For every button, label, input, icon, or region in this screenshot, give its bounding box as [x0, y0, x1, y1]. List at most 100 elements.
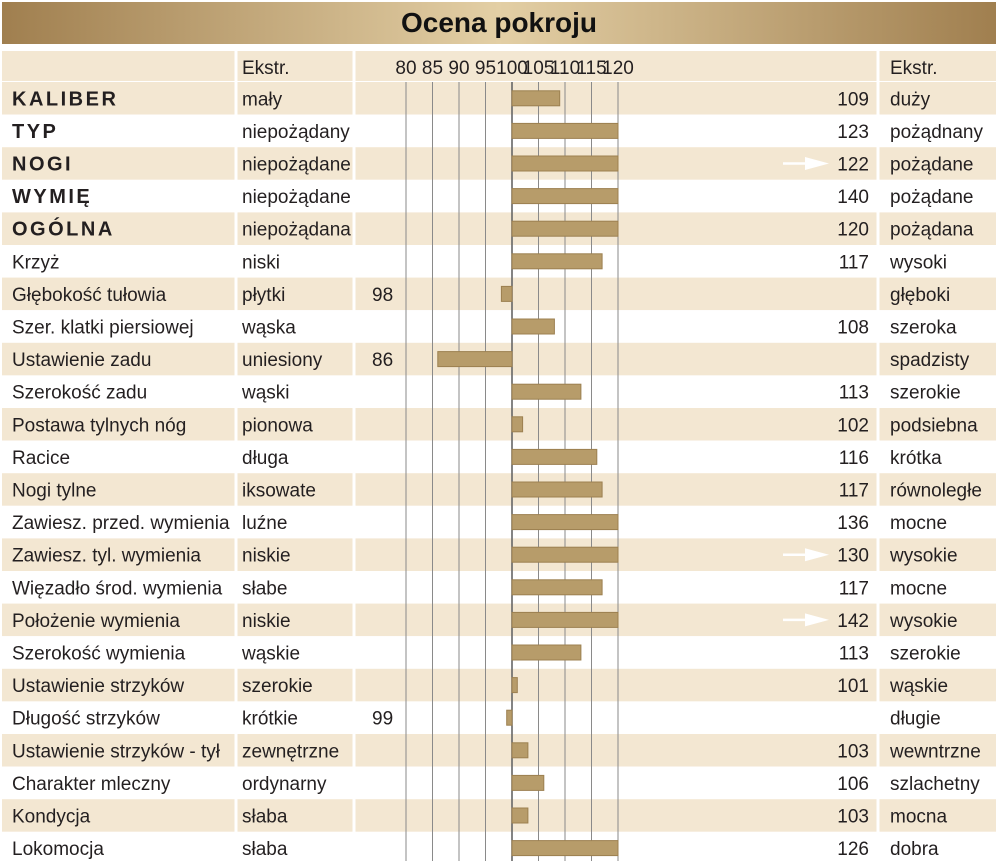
row-bg: [2, 82, 996, 115]
overflow-arrow-head: [805, 613, 829, 627]
value-label-left: 99: [372, 709, 393, 730]
low-extreme-label: zewnętrzne: [242, 741, 339, 762]
row-bg: [2, 277, 996, 311]
high-extreme-label: wąskie: [889, 676, 948, 697]
bar: [437, 351, 513, 368]
x-tick-label: 105: [523, 58, 555, 79]
x-tick-label: 100: [496, 58, 528, 79]
overflow-arrow-head: [805, 157, 829, 170]
value-label-left: 86: [372, 350, 393, 371]
bar: [511, 122, 619, 139]
value-label-right: 117: [839, 481, 869, 502]
low-extreme-label: słaba: [242, 807, 288, 828]
text-layer: Ekstr. Ekstr.80 85 90 95 100105110115120KALIB…: [12, 58, 983, 860]
high-extreme-label: pożądane: [890, 187, 973, 208]
header-left-extreme: Ekstr.: [242, 58, 290, 79]
row-bg: [2, 440, 996, 474]
trait-label: Głębokość tułowia: [12, 285, 167, 306]
row-bg: [2, 114, 996, 148]
bar: [511, 383, 582, 400]
row-bg: [2, 831, 996, 861]
high-extreme-label: spadzisty: [890, 350, 970, 371]
high-extreme-label: pożądane: [890, 155, 973, 176]
trait-label: TYP: [12, 121, 58, 143]
bar: [511, 481, 603, 498]
low-extreme-label: wąska: [241, 318, 296, 339]
bar: [511, 416, 524, 433]
trait-label: NOGI: [12, 154, 73, 176]
bar: [511, 448, 598, 465]
trait-label: Krzyż: [12, 252, 60, 273]
trait-label: Kondycja: [12, 807, 91, 828]
low-extreme-label: długa: [242, 448, 289, 469]
overflow-arrow-head: [805, 124, 829, 138]
overflow-arrow-head: [805, 548, 829, 562]
row-bg: [2, 538, 996, 571]
trait-label: Nogi tylne: [12, 481, 97, 502]
high-extreme-label: podsiebna: [890, 415, 978, 436]
low-extreme-label: słaba: [242, 839, 288, 860]
value-label-right: 117: [839, 252, 869, 273]
bar: [511, 840, 619, 857]
bar: [511, 318, 555, 335]
value-label-right: 102: [837, 415, 869, 436]
high-extreme-label: równoległe: [890, 481, 982, 502]
bar: [511, 677, 518, 694]
chart-title: Ocena pokroju: [401, 7, 597, 38]
low-extreme-label: luźne: [242, 513, 287, 534]
trait-label: Ustawienie strzyków: [12, 676, 184, 697]
high-extreme-label: mocne: [890, 513, 947, 534]
row-bg: [2, 245, 996, 278]
high-extreme-label: głęboki: [890, 285, 950, 306]
row-bg: [2, 668, 996, 702]
row-bg: [2, 147, 996, 180]
low-extreme-label: mały: [242, 89, 283, 110]
row-bg: [2, 310, 996, 343]
trait-label: Lokomocja: [12, 839, 104, 860]
high-extreme-label: mocna: [890, 807, 947, 828]
bar: [511, 514, 619, 531]
value-label-right: 106: [837, 774, 869, 795]
bar: [511, 611, 619, 628]
value-label-right: 116: [839, 448, 869, 469]
high-extreme-label: mocne: [890, 578, 947, 599]
low-extreme-label: słabe: [242, 578, 287, 599]
high-extreme-label: wewntrzne: [889, 741, 981, 762]
trait-label: KALIBER: [12, 88, 118, 110]
value-label-right: 103: [837, 741, 869, 762]
bar: [511, 807, 529, 824]
bar: [511, 742, 529, 759]
title-band: [2, 2, 996, 44]
row-bg: [2, 571, 996, 604]
high-extreme-label: szeroka: [890, 318, 957, 339]
value-label-right: 109: [837, 89, 869, 110]
row-bg: [2, 375, 996, 408]
x-tick-label: 80: [395, 58, 416, 79]
row-bg: [2, 505, 996, 539]
header-right-extreme: Ekstr.: [890, 58, 938, 79]
row-bg: [2, 734, 996, 767]
trait-label: OGÓLNA: [12, 217, 115, 241]
value-label-left: 98: [372, 285, 393, 306]
low-extreme-label: niski: [242, 252, 280, 273]
x-tick-label: 95: [475, 58, 496, 79]
value-label-right: 122: [837, 155, 869, 176]
trait-label: Więzadło środ. wymienia: [12, 578, 223, 599]
high-extreme-label: wysoki: [889, 252, 947, 273]
bar: [511, 546, 619, 563]
high-extreme-label: krótka: [890, 448, 942, 469]
trait-label: Ustawienie zadu: [12, 350, 151, 371]
value-label-right: 130: [837, 546, 869, 567]
grid-layer: [405, 82, 619, 861]
rows-layer: [2, 51, 996, 861]
high-extreme-label: dobra: [890, 839, 939, 860]
high-extreme-label: szerokie: [890, 383, 961, 404]
low-extreme-label: niskie: [242, 546, 291, 567]
value-label-right: 142: [837, 611, 869, 632]
row-bg: [2, 473, 996, 506]
value-label-right: 136: [837, 513, 869, 534]
bars-layer: [437, 90, 829, 857]
value-label-right: 101: [837, 676, 869, 697]
high-extreme-label: pożądana: [890, 220, 974, 241]
